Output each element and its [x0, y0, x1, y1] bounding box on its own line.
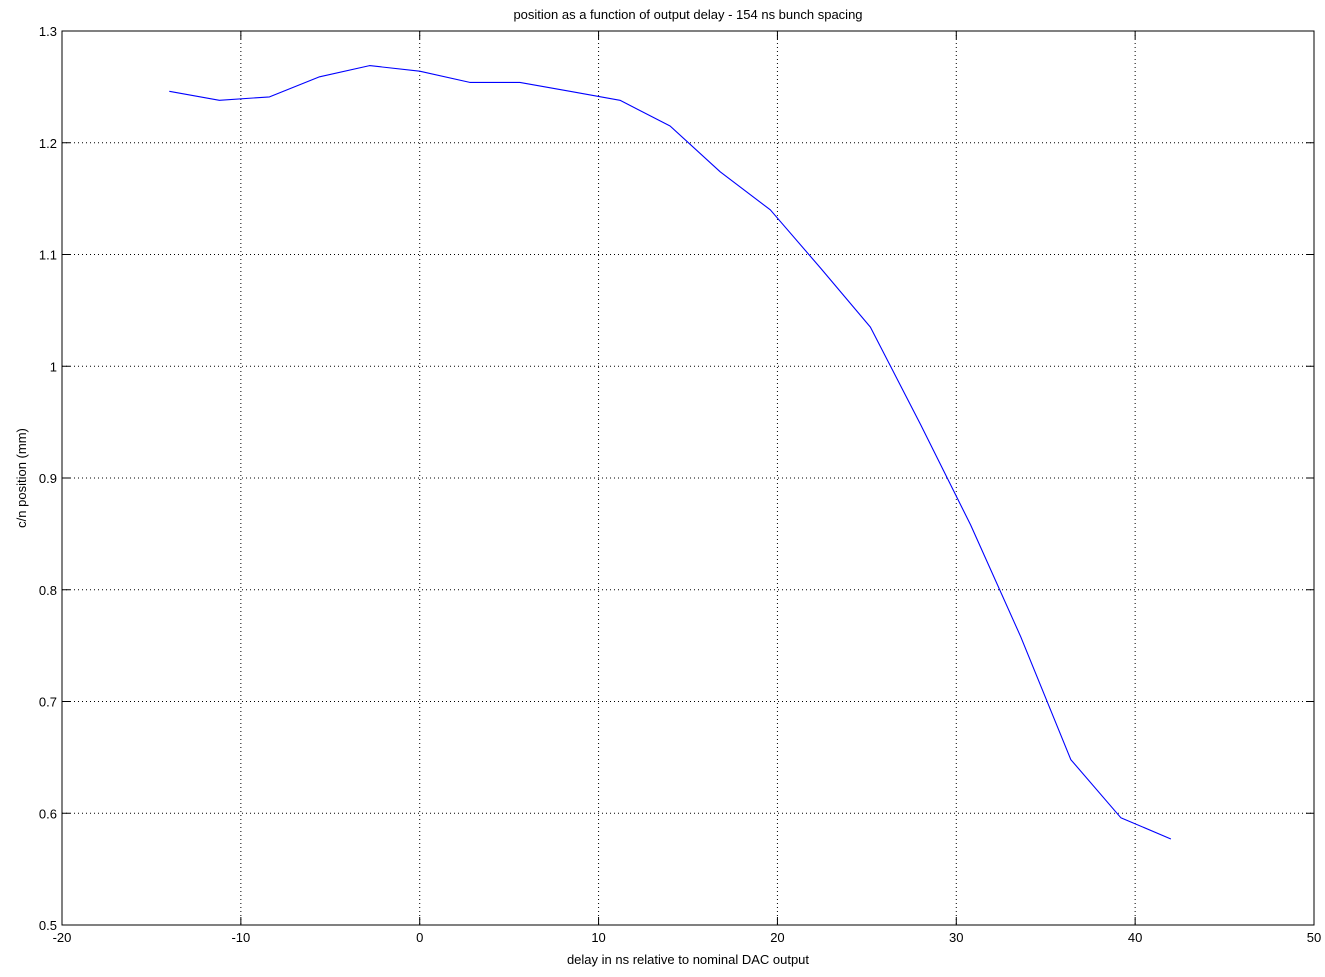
- y-tick-labels: 0.5 0.6 0.7 0.8 0.9 1 1.1 1.2 1.3: [39, 24, 57, 933]
- x-tick-label: -20: [53, 930, 72, 945]
- x-tick-label: 10: [591, 930, 605, 945]
- x-tick-label: 30: [949, 930, 963, 945]
- series-layer: [169, 65, 1172, 840]
- y-axis-title: c/n position (mm): [14, 428, 29, 528]
- y-tick-label: 1.3: [39, 24, 57, 39]
- y-tick-label: 0.8: [39, 583, 57, 598]
- x-tick-label: 40: [1128, 930, 1142, 945]
- x-tick-label: -10: [231, 930, 250, 945]
- x-tick-labels: -20 -10 0 10 20 30 40 50: [53, 930, 1322, 945]
- y-tick-label: 0.9: [39, 471, 57, 486]
- x-axis-title: delay in ns relative to nominal DAC outp…: [567, 952, 809, 967]
- y-tick-label: 0.6: [39, 806, 57, 821]
- chart-title: position as a function of output delay -…: [513, 7, 862, 22]
- y-tick-label: 1.2: [39, 136, 57, 151]
- y-tick-label: 1.1: [39, 248, 57, 263]
- x-tick-label: 50: [1307, 930, 1321, 945]
- tick-marks: [61, 30, 1315, 926]
- series-line: [169, 65, 1172, 840]
- x-tick-label: 20: [770, 930, 784, 945]
- y-tick-label: 0.7: [39, 695, 57, 710]
- grid-lines: [62, 31, 1314, 925]
- y-tick-label: 1: [50, 359, 57, 374]
- y-tick-label: 0.5: [39, 918, 57, 933]
- x-tick-label: 0: [416, 930, 423, 945]
